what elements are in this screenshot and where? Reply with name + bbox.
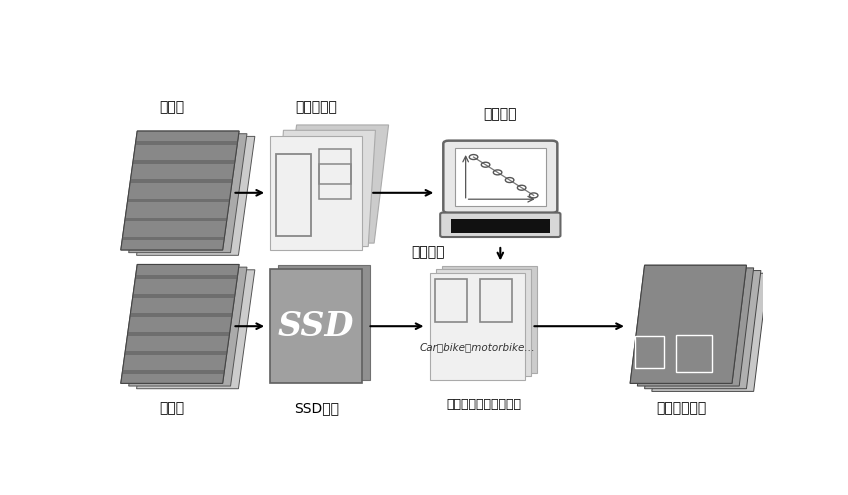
Polygon shape — [271, 136, 362, 250]
Polygon shape — [125, 351, 226, 355]
Bar — [436, 269, 531, 376]
Text: 回归拟合: 回归拟合 — [483, 108, 517, 122]
Text: SSD网络: SSD网络 — [293, 401, 339, 415]
Polygon shape — [122, 370, 224, 374]
Bar — [635, 336, 664, 368]
FancyBboxPatch shape — [444, 141, 557, 213]
Polygon shape — [129, 134, 247, 252]
Polygon shape — [120, 131, 239, 250]
Bar — [430, 273, 525, 380]
Polygon shape — [137, 137, 255, 255]
Polygon shape — [630, 265, 746, 383]
Polygon shape — [128, 332, 230, 336]
Bar — [480, 279, 511, 322]
Bar — [435, 279, 467, 322]
Polygon shape — [136, 142, 237, 145]
Polygon shape — [120, 264, 239, 383]
Bar — [442, 266, 537, 373]
Polygon shape — [120, 131, 239, 250]
Polygon shape — [630, 265, 746, 383]
Polygon shape — [131, 180, 232, 183]
Polygon shape — [122, 237, 224, 241]
Bar — [455, 148, 545, 206]
Text: 提取框高度、识别物体: 提取框高度、识别物体 — [446, 398, 522, 411]
Text: SSD: SSD — [278, 310, 354, 343]
Polygon shape — [638, 268, 754, 386]
Polygon shape — [136, 275, 237, 279]
Text: 训练集: 训练集 — [159, 100, 184, 114]
Bar — [278, 265, 371, 380]
Polygon shape — [120, 264, 239, 383]
Polygon shape — [133, 294, 235, 297]
Bar — [450, 219, 550, 233]
Polygon shape — [131, 313, 232, 317]
Polygon shape — [129, 267, 247, 386]
Text: Car，bike，motorbike…: Car，bike，motorbike… — [420, 343, 535, 352]
Polygon shape — [128, 198, 230, 202]
Bar — [319, 149, 351, 184]
Polygon shape — [137, 270, 255, 389]
Text: 测试集: 测试集 — [159, 401, 184, 415]
Bar — [276, 154, 310, 236]
Bar — [676, 335, 711, 372]
FancyBboxPatch shape — [440, 213, 561, 237]
Polygon shape — [652, 273, 768, 392]
Bar — [319, 164, 351, 198]
Text: 获取测距结果: 获取测距结果 — [656, 401, 706, 415]
Polygon shape — [133, 160, 235, 164]
Polygon shape — [125, 218, 226, 221]
Polygon shape — [644, 271, 761, 389]
Text: 提取框高度: 提取框高度 — [295, 100, 338, 114]
Text: 获得模型: 获得模型 — [411, 245, 445, 259]
Bar — [271, 269, 362, 383]
Polygon shape — [276, 130, 376, 247]
Polygon shape — [282, 125, 388, 243]
